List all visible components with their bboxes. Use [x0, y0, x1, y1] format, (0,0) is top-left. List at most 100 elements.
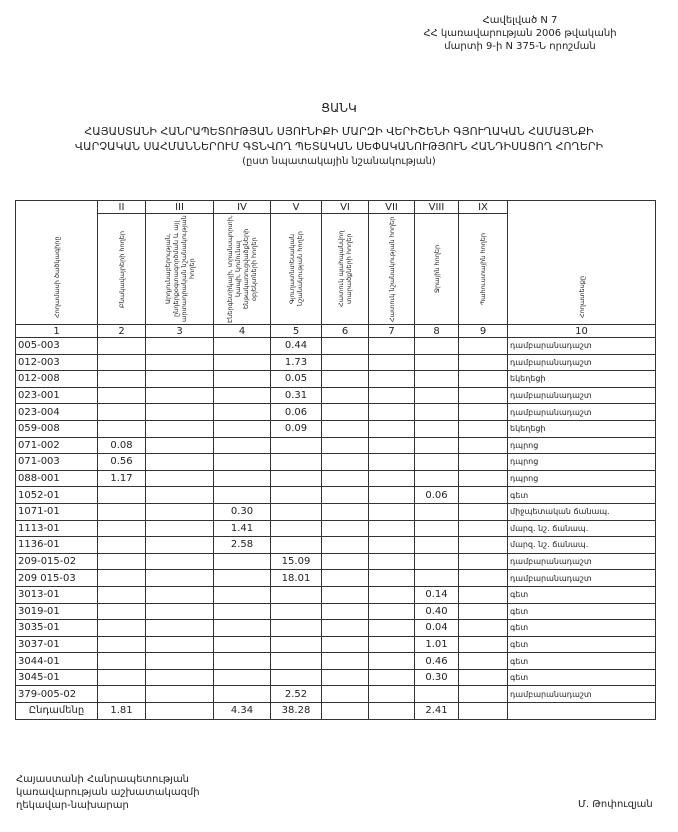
area-value — [97, 536, 146, 554]
roman-numeral: IX — [458, 200, 508, 214]
table-row: 012-008 0.05 եկեղեցի — [15, 370, 656, 388]
appendix-note: Հավելված N 7 ՀՀ կառավարության 2006 թվակա… — [380, 14, 660, 53]
area-value — [321, 552, 369, 571]
column-number-row: 1 2 3 4 5 6 7 8 9 10 — [15, 324, 656, 338]
area-value — [97, 585, 146, 604]
area-value: 0.46 — [414, 652, 459, 670]
table-row: 3037-01 1.01 գետ — [15, 635, 656, 654]
area-value — [321, 403, 369, 421]
area-value — [213, 436, 271, 455]
area-value — [321, 353, 369, 372]
roman-numeral: VI — [321, 200, 369, 214]
area-value — [458, 519, 508, 538]
area-value — [368, 502, 415, 521]
area-value — [321, 569, 369, 587]
area-value: 0.40 — [414, 602, 459, 621]
table-row: 071-002 0.08 դպրոց — [15, 436, 656, 455]
land-type: դամբարանադաշտ — [507, 337, 656, 355]
column-number: 5 — [270, 324, 322, 338]
area-value — [321, 619, 369, 637]
area-value — [97, 519, 146, 538]
area-value — [270, 536, 322, 554]
area-value — [414, 469, 459, 488]
parcel-code: 071-002 — [15, 436, 98, 455]
area-value — [368, 668, 415, 687]
header-row: Բնակավայրերի հողեր Արդյունաբերության, ընդ… — [16, 213, 656, 325]
area-value — [145, 502, 214, 521]
header-text: Պահուստային հողեր — [479, 232, 487, 306]
total-value: 1.81 — [97, 702, 146, 720]
area-value — [270, 635, 322, 654]
area-value: 18.01 — [270, 569, 322, 587]
area-value — [414, 552, 459, 571]
area-value — [458, 453, 508, 471]
area-value — [368, 419, 415, 438]
area-value: 1.41 — [213, 519, 271, 538]
area-value — [458, 569, 508, 587]
header-cell: Հատուկ պահպանվող տարածքների հողեր — [321, 213, 369, 325]
area-value — [321, 502, 369, 521]
total-value — [368, 702, 415, 720]
area-value — [368, 585, 415, 604]
table-row: 1136-01 2.58 մարզ. նշ. ճանապ. — [15, 536, 656, 554]
land-type: գետ — [507, 619, 656, 637]
area-value — [145, 453, 214, 471]
area-value — [458, 536, 508, 554]
area-value — [145, 569, 214, 587]
subtitle-line: ՎԱՐՉԱԿԱՆ ՍԱՀՄԱՆՆԵՐՈՒՄ ԳՏՆՎՈՂ ՊԵՏԱԿԱՆ ՍԵՓ… — [74, 140, 604, 153]
land-type: գետ — [507, 668, 656, 687]
area-value — [97, 569, 146, 587]
column-number: 1 — [15, 324, 98, 338]
area-value — [213, 619, 271, 637]
total-value: 38.28 — [270, 702, 322, 720]
area-value — [321, 668, 369, 687]
area-value — [368, 536, 415, 554]
land-type: գետ — [507, 635, 656, 654]
area-value — [270, 668, 322, 687]
area-value — [414, 569, 459, 587]
land-type: եկեղեցի — [507, 419, 656, 438]
area-value — [414, 519, 459, 538]
area-value — [97, 337, 146, 355]
parcel-code: 3035-01 — [15, 619, 98, 637]
parcel-code: 023-004 — [15, 403, 98, 421]
area-value — [368, 552, 415, 571]
total-value: 4.34 — [213, 702, 271, 720]
area-value: 0.56 — [97, 453, 146, 471]
area-value — [145, 419, 214, 438]
area-value — [458, 436, 508, 455]
area-value — [145, 602, 214, 621]
table-row: 1113-01 1.41 մարզ. նշ. ճանապ. — [15, 519, 656, 538]
area-value — [213, 469, 271, 488]
area-value — [145, 337, 214, 355]
land-type: գետ — [507, 652, 656, 670]
area-value: 15.09 — [270, 552, 322, 571]
area-value — [270, 453, 322, 471]
area-value — [270, 652, 322, 670]
parcel-code: 012-008 — [15, 370, 98, 388]
area-value — [145, 635, 214, 654]
header-text: Հողատեսքը — [577, 275, 586, 318]
header-cell: Էներգետիկայի, տրանսպորտի, կապի, կոմունալ… — [213, 213, 271, 325]
land-type: դամբարանադաշտ — [507, 569, 656, 587]
land-type: դպրոց — [507, 469, 656, 488]
area-value — [368, 619, 415, 637]
table-row: 1071-01 0.30 միջպետական ճանապ. — [15, 502, 656, 521]
area-value — [97, 602, 146, 621]
area-value: 0.08 — [97, 436, 146, 455]
area-value — [321, 536, 369, 554]
column-number: 6 — [321, 324, 369, 338]
area-value — [414, 337, 459, 355]
roman-numeral: III — [145, 200, 214, 214]
area-value — [414, 353, 459, 372]
area-value — [213, 585, 271, 604]
area-value — [414, 502, 459, 521]
header-cell: Ջրային հողեր — [414, 213, 459, 325]
land-type: դամբարանադաշտ — [507, 386, 656, 405]
area-value: 1.17 — [97, 469, 146, 488]
subtitle-line: ՀԱՅԱՍՏԱՆԻ ՀԱՆՐԱՊԵՏՈՒԹՅԱՆ ՍՅՈՒՆԻՔԻ ՄԱՐԶԻ … — [84, 125, 594, 138]
document-title: ՑԱՆԿ — [321, 101, 357, 115]
area-value — [97, 619, 146, 637]
area-value — [368, 403, 415, 421]
roman-header-row: Հողամասի ծածկագիրը II III IV V VI VII VIII IX Հող… — [15, 200, 656, 325]
